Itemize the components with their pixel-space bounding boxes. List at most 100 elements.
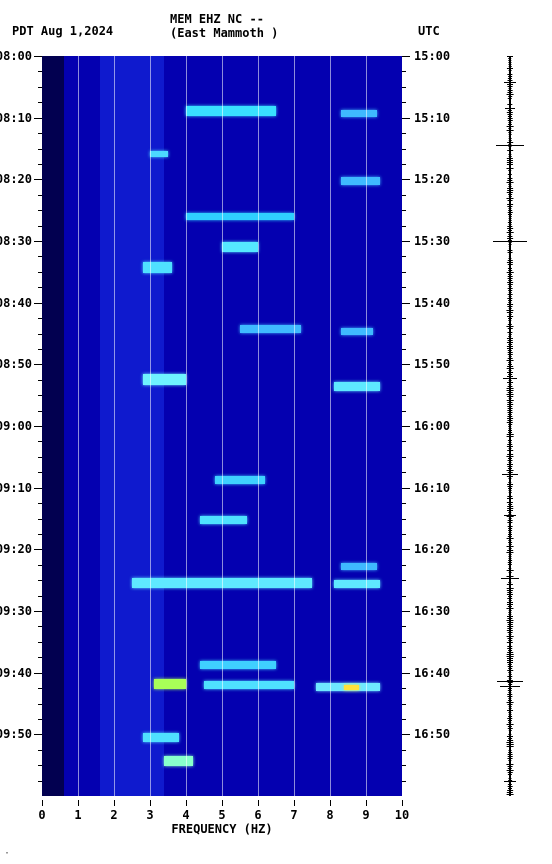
trace-noise [506,198,513,199]
ytick-minor-right [402,102,406,103]
trace-noise [508,614,511,615]
xtick-label: 5 [218,808,225,822]
trace-noise [507,604,513,605]
trace-noise [509,322,511,323]
trace-noise [508,460,513,461]
trace-noise [508,726,512,727]
ytick-major-right [402,241,410,242]
trace-noise [507,114,512,115]
ytick-label-left: 08:00 [0,49,32,63]
ytick-minor-right [402,750,406,751]
ytick-minor-right [402,565,406,566]
ytick-label-left: 08:20 [0,172,32,186]
trace-noise [509,248,511,249]
trace-noise [507,646,512,647]
trace-noise [509,438,511,439]
ytick-major-right [402,488,410,489]
gridline-vertical [366,56,367,796]
ytick-minor-right [402,596,406,597]
trace-noise [508,98,512,99]
spectrogram-canvas [42,56,402,796]
ytick-minor-right [402,657,406,658]
ytick-major-left [34,611,42,612]
trace-noise [507,484,513,485]
xtick [78,800,79,806]
trace-noise [507,594,513,595]
trace-noise [507,792,513,793]
trace-noise [508,520,513,521]
trace-noise [507,656,514,657]
xtick [330,800,331,806]
ytick-major-left [34,488,42,489]
gridline-vertical [222,56,223,796]
ytick-minor-left [38,210,42,211]
trace-noise [508,442,511,443]
spectrogram-band [341,177,381,185]
trace-noise [507,638,512,639]
trace-noise [509,292,512,293]
trace-noise [506,620,513,621]
trace-noise [507,338,513,339]
trace-noise [507,522,512,523]
trace-noise [507,648,512,649]
trace-noise [509,644,511,645]
spectrogram-band [143,262,172,273]
trace-noise [507,538,514,539]
trace-noise [508,344,512,345]
trace-noise [508,212,513,213]
trace-noise [507,602,513,603]
trace-noise [507,332,512,333]
gridline-vertical [294,56,295,796]
trace-noise [508,264,513,265]
trace-noise [509,216,512,217]
xtick [150,800,151,806]
xtick-label: 3 [146,808,153,822]
spectrogram-dark-column [42,56,64,796]
trace-noise [509,398,512,399]
ytick-minor-left [38,411,42,412]
xtick-label: 9 [362,808,369,822]
xtick [114,800,115,806]
trace-noise [508,290,512,291]
xtick-label: 2 [110,808,117,822]
trace-noise [508,440,512,441]
trace-noise [507,416,512,417]
xtick-label: 8 [326,808,333,822]
trace-noise [508,526,513,527]
trace-noise [507,550,513,551]
ytick-major-left [34,303,42,304]
trace-noise [508,328,513,329]
trace-noise [508,698,511,699]
trace-noise [507,104,512,105]
trace-noise [508,468,512,469]
trace-noise [507,790,513,791]
ytick-major-left [34,56,42,57]
ytick-label-left: 09:50 [0,727,32,741]
trace-noise [508,582,511,583]
trace-noise [509,224,512,225]
trace-noise [509,586,511,587]
spectrogram-band [143,733,179,742]
trace-noise [508,720,512,721]
trace-noise [508,760,511,761]
trace-noise [508,712,511,713]
trace-noise [507,142,513,143]
trace-spike [504,781,516,782]
trace-noise [506,326,513,327]
trace-noise [506,608,513,609]
trace-noise [507,84,513,85]
trace-noise [508,170,511,171]
trace-noise [507,232,514,233]
trace-noise [509,266,511,267]
trace-noise [507,182,514,183]
trace-noise [509,256,511,257]
ytick-minor-right [402,395,406,396]
trace-noise [508,252,513,253]
ytick-label-right: 16:10 [414,481,450,495]
trace-noise [507,160,513,161]
trace-noise [509,558,512,559]
ytick-minor-right [402,349,406,350]
ytick-minor-right [402,642,406,643]
trace-noise [509,70,512,71]
trace-noise [509,308,512,309]
